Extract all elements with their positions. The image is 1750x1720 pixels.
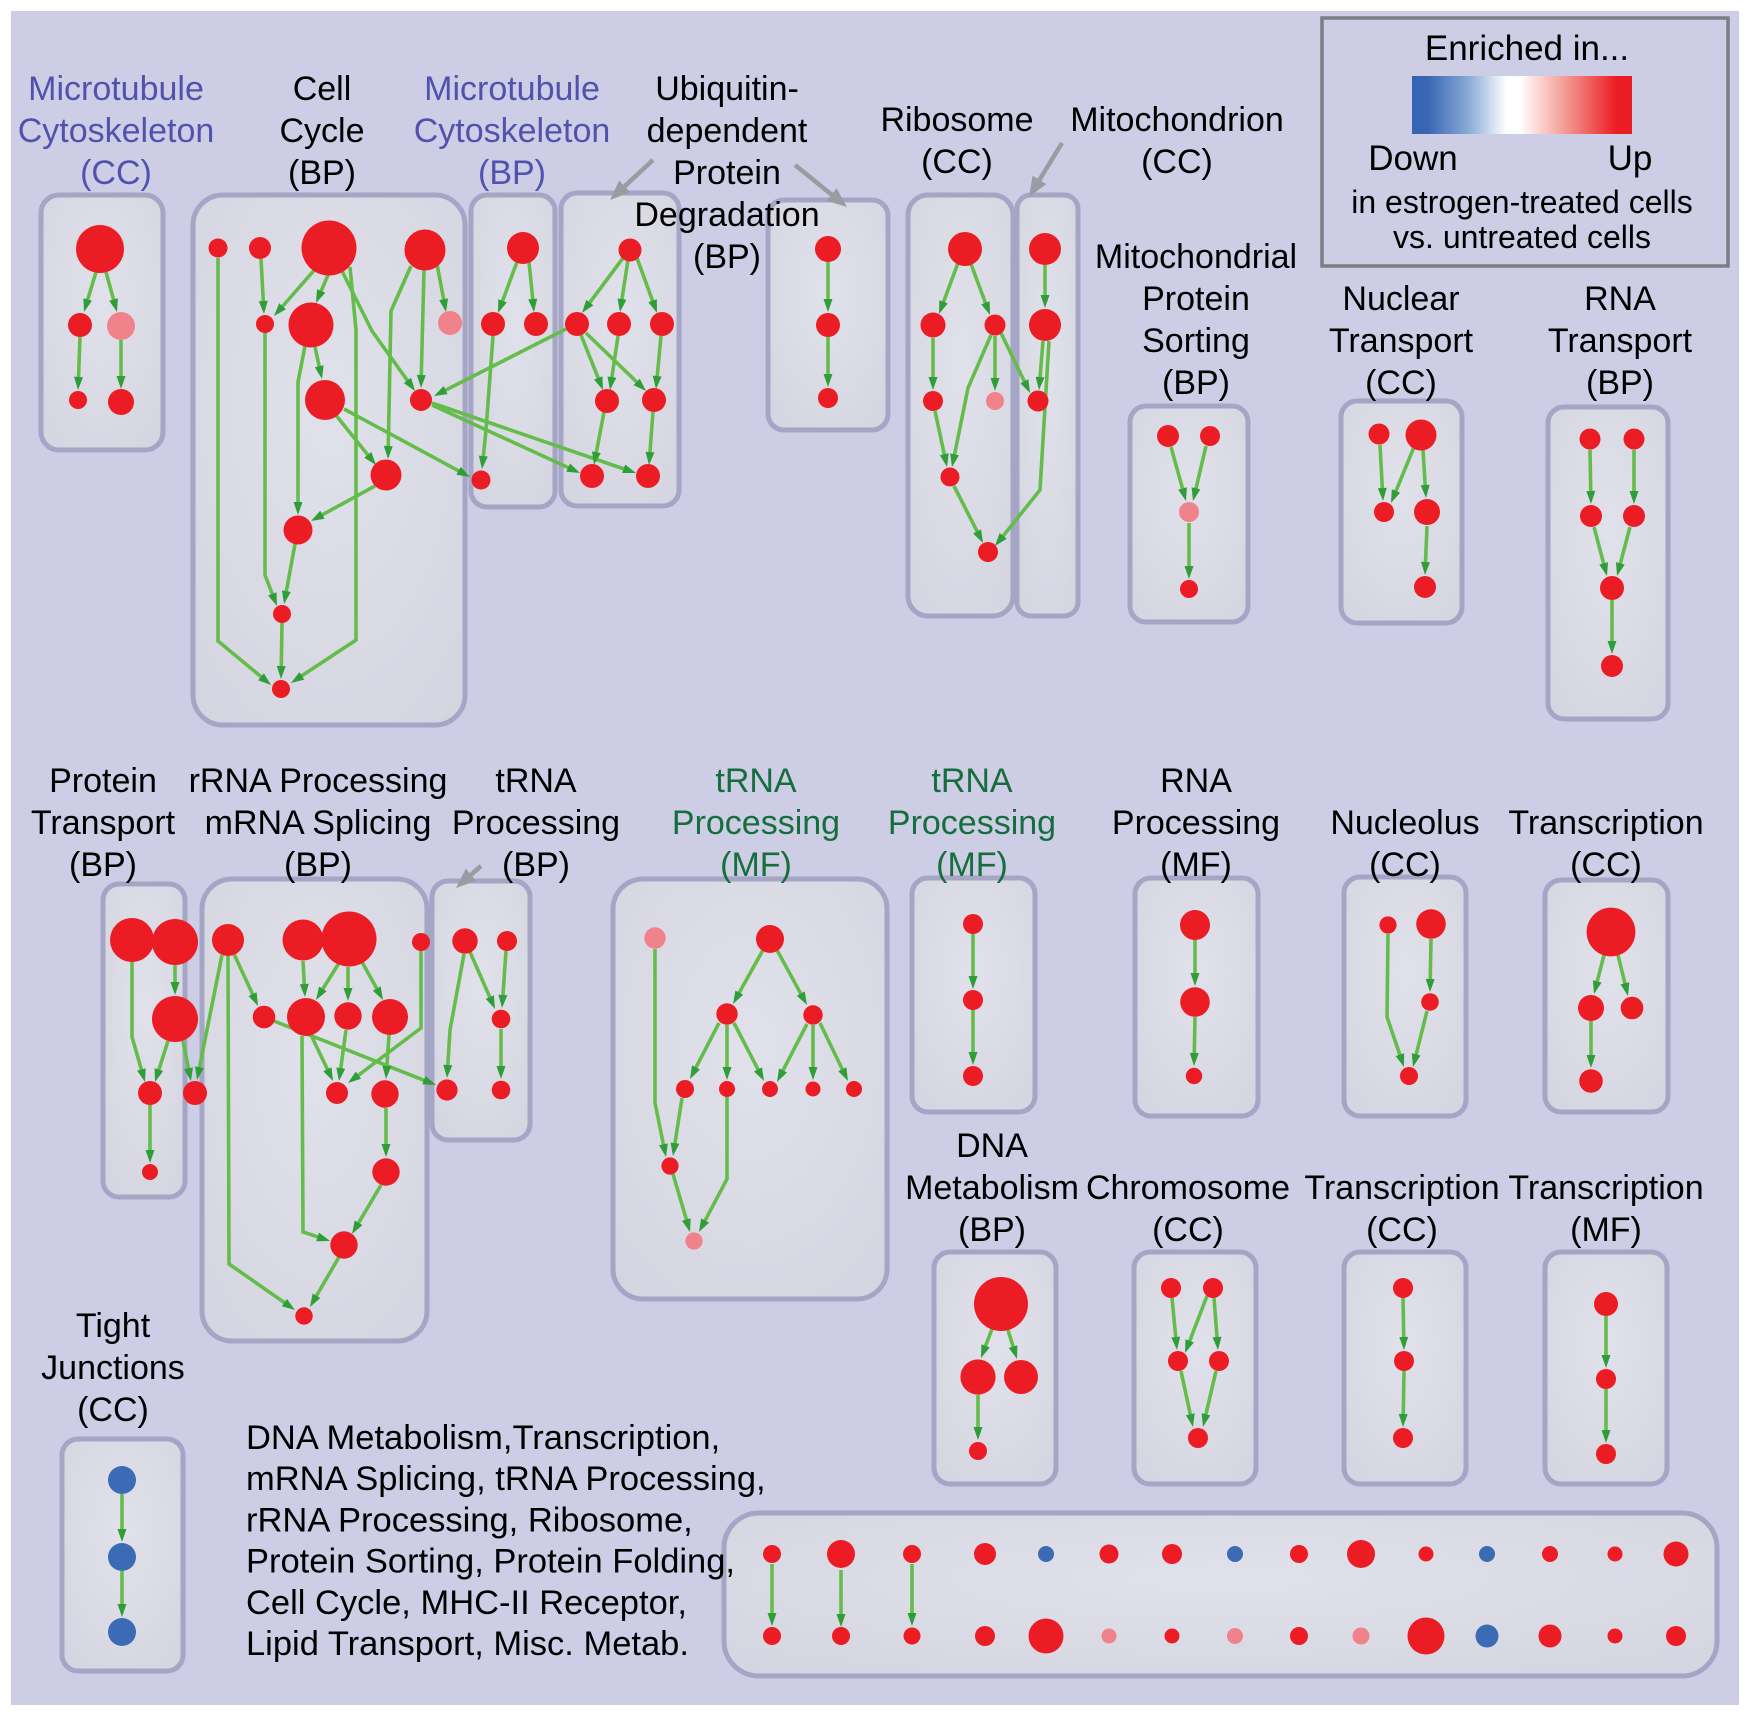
svg-text:Lipid Transport, Misc. Metab.: Lipid Transport, Misc. Metab.: [246, 1625, 689, 1663]
svg-text:(BP): (BP): [478, 154, 546, 192]
svg-text:(BP): (BP): [284, 846, 352, 884]
svg-text:Cycle: Cycle: [279, 112, 364, 150]
svg-text:Degradation: Degradation: [634, 196, 819, 234]
svg-text:(CC): (CC): [1365, 364, 1437, 402]
svg-text:tRNA: tRNA: [931, 762, 1013, 800]
svg-text:Cytoskeleton: Cytoskeleton: [414, 112, 611, 150]
svg-text:Processing: Processing: [1112, 804, 1280, 842]
svg-text:DNA: DNA: [956, 1127, 1028, 1165]
svg-text:Processing: Processing: [672, 804, 840, 842]
svg-text:Down: Down: [1368, 139, 1457, 178]
svg-text:Microtubule: Microtubule: [28, 70, 204, 108]
svg-text:Chromosome: Chromosome: [1086, 1169, 1290, 1207]
svg-text:Protein: Protein: [673, 154, 781, 192]
svg-text:RNA: RNA: [1160, 762, 1232, 800]
svg-text:Up: Up: [1608, 139, 1653, 178]
svg-text:Microtubule: Microtubule: [424, 70, 600, 108]
svg-text:Transport: Transport: [1329, 322, 1474, 360]
svg-text:Metabolism: Metabolism: [905, 1169, 1079, 1207]
svg-text:Processing: Processing: [452, 804, 620, 842]
svg-text:(CC): (CC): [80, 154, 152, 192]
svg-text:(BP): (BP): [1162, 364, 1230, 402]
svg-text:(BP): (BP): [693, 238, 761, 276]
svg-text:(MF): (MF): [1160, 846, 1232, 884]
svg-text:(CC): (CC): [1152, 1211, 1224, 1249]
svg-text:tRNA: tRNA: [715, 762, 797, 800]
svg-text:Transcription: Transcription: [1508, 1169, 1703, 1207]
svg-text:Transcription: Transcription: [1304, 1169, 1499, 1207]
svg-text:rRNA Processing: rRNA Processing: [189, 762, 448, 800]
svg-text:(MF): (MF): [720, 846, 792, 884]
svg-text:(BP): (BP): [1586, 364, 1654, 402]
svg-text:tRNA: tRNA: [495, 762, 577, 800]
svg-text:Protein Sorting, Protein Foldi: Protein Sorting, Protein Folding,: [246, 1543, 735, 1581]
svg-text:dependent: dependent: [647, 112, 808, 150]
svg-text:(MF): (MF): [1570, 1211, 1642, 1249]
svg-text:Ubiquitin-: Ubiquitin-: [655, 70, 799, 108]
svg-text:(BP): (BP): [958, 1211, 1026, 1249]
svg-text:(BP): (BP): [288, 154, 356, 192]
svg-text:(BP): (BP): [69, 846, 137, 884]
svg-text:(CC): (CC): [1369, 846, 1441, 884]
svg-text:RNA: RNA: [1584, 280, 1656, 318]
svg-text:Transcription: Transcription: [1508, 804, 1703, 842]
svg-text:Junctions: Junctions: [41, 1349, 185, 1387]
svg-text:(BP): (BP): [502, 846, 570, 884]
svg-text:Transport: Transport: [31, 804, 176, 842]
svg-text:(CC): (CC): [921, 143, 993, 181]
svg-text:DNA Metabolism,Transcription,: DNA Metabolism,Transcription,: [246, 1419, 720, 1457]
svg-text:(CC): (CC): [77, 1391, 149, 1429]
svg-text:vs. untreated cells: vs. untreated cells: [1393, 219, 1651, 255]
svg-text:(CC): (CC): [1141, 143, 1213, 181]
svg-text:(CC): (CC): [1366, 1211, 1438, 1249]
svg-text:Sorting: Sorting: [1142, 322, 1250, 360]
svg-text:Mitochondrial: Mitochondrial: [1095, 238, 1297, 276]
svg-text:Cell Cycle, MHC-II Receptor,: Cell Cycle, MHC-II Receptor,: [246, 1584, 687, 1622]
svg-text:Nuclear: Nuclear: [1342, 280, 1459, 318]
svg-text:(MF): (MF): [936, 846, 1008, 884]
svg-text:rRNA Processing, Ribosome,: rRNA Processing, Ribosome,: [246, 1501, 693, 1539]
svg-text:Transport: Transport: [1548, 322, 1693, 360]
svg-text:Tight: Tight: [76, 1307, 151, 1345]
svg-text:Cell: Cell: [293, 70, 352, 108]
svg-text:(CC): (CC): [1570, 846, 1642, 884]
svg-text:Nucleolus: Nucleolus: [1330, 804, 1479, 842]
svg-text:Ribosome: Ribosome: [880, 101, 1033, 139]
svg-text:in estrogen-treated cells: in estrogen-treated cells: [1351, 184, 1693, 220]
svg-text:Enriched in...: Enriched in...: [1425, 29, 1629, 68]
svg-text:Cytoskeleton: Cytoskeleton: [18, 112, 215, 150]
svg-text:Protein: Protein: [49, 762, 157, 800]
svg-text:Mitochondrion: Mitochondrion: [1070, 101, 1284, 139]
svg-text:Processing: Processing: [888, 804, 1056, 842]
svg-text:mRNA Splicing: mRNA Splicing: [205, 804, 432, 842]
svg-text:Protein: Protein: [1142, 280, 1250, 318]
svg-text:mRNA Splicing, tRNA Processing: mRNA Splicing, tRNA Processing,: [246, 1460, 766, 1498]
